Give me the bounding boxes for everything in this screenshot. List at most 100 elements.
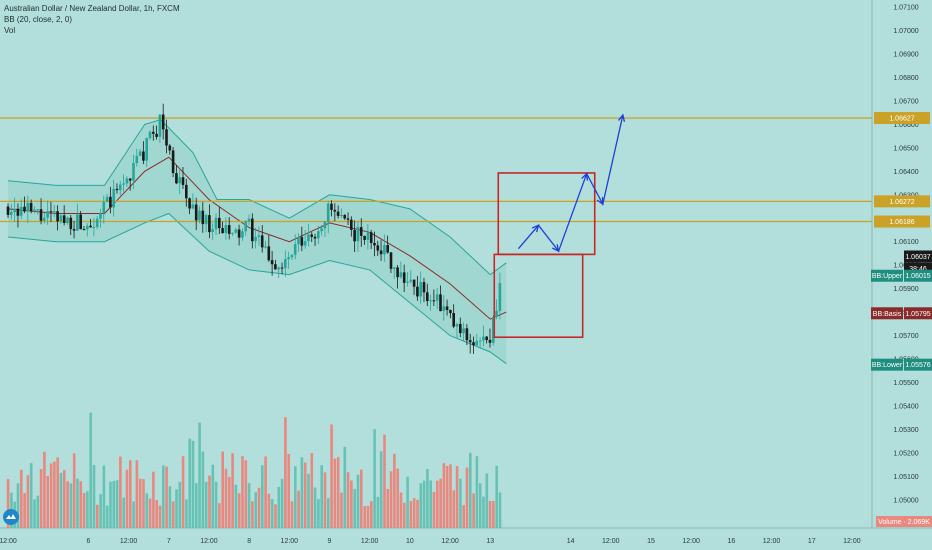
candle-body	[478, 340, 482, 342]
time-tick-label: 12:00	[602, 538, 620, 545]
volume-bar	[20, 469, 23, 528]
level-price-tag	[874, 195, 930, 208]
candle-body	[475, 340, 479, 346]
candle-body	[112, 188, 115, 208]
candle-body	[399, 272, 403, 278]
price-tick-label: 1.05000	[893, 497, 918, 504]
price-tick-label: 1.06500	[893, 145, 918, 152]
candle-body	[336, 211, 340, 216]
volume-bar	[36, 495, 40, 528]
time-tick-label: 14	[567, 538, 575, 545]
bb-upper-line	[7, 119, 507, 276]
indicator-name-tag	[871, 358, 903, 371]
candle-body	[406, 281, 409, 283]
candle-body	[369, 232, 373, 243]
candle-body	[16, 208, 20, 216]
indicator-name-tag	[871, 269, 903, 282]
volume-bar	[115, 480, 119, 528]
arrow-head	[596, 197, 604, 206]
price-tick-label: 1.05900	[893, 286, 918, 293]
level-price-tag-text: 1.06627	[889, 116, 914, 123]
volume-bar	[336, 457, 340, 528]
volume-bar	[86, 491, 89, 528]
volume-bar	[43, 451, 46, 528]
candle-body	[366, 232, 370, 240]
candle-body	[393, 267, 396, 269]
candle-body	[161, 114, 165, 130]
volume-bar	[393, 453, 396, 528]
time-tick-label: 12:00	[682, 538, 700, 545]
volume-bar	[237, 493, 241, 528]
volume-bar	[379, 451, 383, 528]
indicator-name-tag	[871, 307, 903, 320]
candle-body	[128, 178, 132, 181]
volume-bar	[145, 493, 149, 528]
time-tick-label: 12:00	[200, 538, 218, 545]
symbol-title: Australian Dollar / New Zealand Dollar, …	[4, 4, 180, 13]
candle-body	[419, 282, 422, 297]
candle-body	[449, 310, 452, 314]
candle-body	[472, 342, 475, 346]
volume-bar	[261, 465, 264, 528]
volume-bar	[465, 467, 469, 528]
candle-body	[19, 206, 23, 216]
price-tick-label: 1.06600	[893, 122, 918, 129]
volume-bar	[376, 496, 380, 528]
volume-bar	[185, 499, 188, 528]
price-tick-label: 1.06800	[893, 75, 918, 82]
volume-bar	[23, 493, 26, 528]
annotation-box	[493, 253, 584, 339]
volume-bar	[234, 484, 238, 528]
candle-body	[280, 267, 284, 269]
annotation-box	[497, 172, 596, 256]
candle-body	[442, 306, 446, 312]
indicator-name-text: BB:Lower	[872, 362, 903, 369]
volume-bar	[79, 481, 83, 528]
time-tick-label: 12:00	[763, 538, 781, 545]
volume-bar	[422, 480, 426, 528]
volume-bar	[82, 493, 86, 528]
volume-bar	[300, 457, 304, 528]
indicator-value-text: 38:46	[909, 266, 927, 273]
price-tick-label: 1.05100	[893, 474, 918, 481]
volume-bar	[290, 501, 294, 528]
volume-bar	[59, 472, 63, 528]
volume-bar	[218, 503, 221, 528]
candle-body	[33, 209, 36, 212]
volume-indicator-label[interactable]: Vol	[4, 26, 16, 35]
volume-bar	[56, 457, 59, 528]
candle-body	[79, 214, 82, 230]
candle-body	[115, 188, 119, 191]
volume-bar	[112, 480, 116, 528]
candle-body	[43, 217, 46, 221]
candle-body	[303, 241, 307, 246]
time-tick-label: 12:00	[0, 538, 17, 545]
level-price-tag-text: 1.06186	[889, 219, 914, 226]
volume-bar	[247, 483, 251, 528]
candle-body	[109, 196, 112, 208]
time-tick-label: 8	[247, 538, 251, 545]
candle-body	[95, 218, 99, 228]
candle-body	[412, 279, 416, 287]
volume-bar	[373, 429, 376, 528]
indicator-name-text: BB:Upper	[872, 273, 903, 280]
candle-body	[389, 252, 393, 269]
indicator-value-tag	[904, 307, 932, 320]
candle-body	[241, 231, 244, 238]
volume-bar	[320, 465, 323, 528]
volume-bar	[350, 480, 353, 528]
candle-body	[274, 264, 277, 270]
time-tick-label: 12:00	[120, 538, 138, 545]
volume-tag	[876, 516, 932, 527]
bb-indicator-label[interactable]: BB (20, close, 2, 0)	[4, 15, 73, 24]
volume-bar	[313, 487, 317, 528]
volume-bar	[412, 498, 416, 528]
candle-body	[194, 204, 198, 221]
candle-body	[158, 114, 162, 137]
volume-bar	[406, 476, 409, 528]
volume-bar	[419, 483, 423, 528]
candle-body	[76, 214, 79, 231]
time-tick-label: 10	[406, 538, 414, 545]
volume-bar	[66, 481, 69, 528]
